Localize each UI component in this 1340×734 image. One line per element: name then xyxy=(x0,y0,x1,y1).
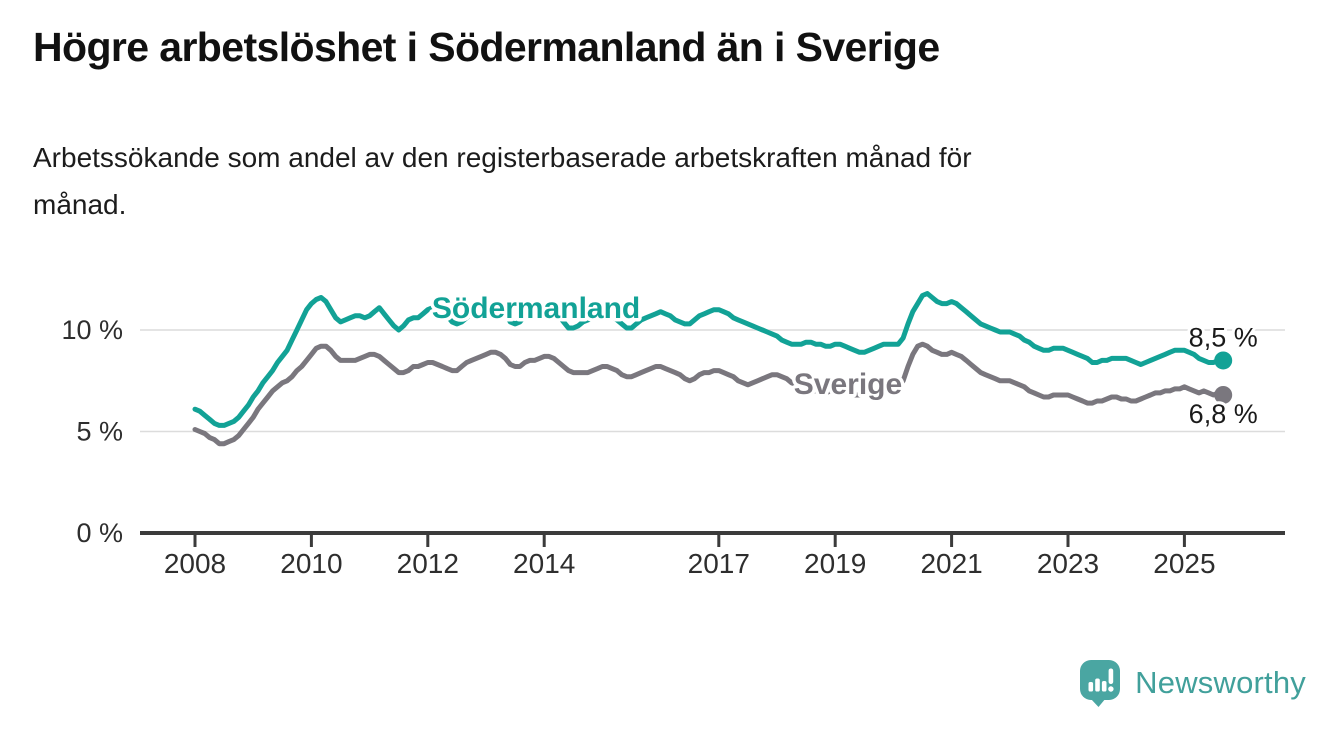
x-tick-label-2023: 2023 xyxy=(1037,548,1099,579)
logo-exclamation-bar xyxy=(1108,668,1114,684)
x-tick-label-2014: 2014 xyxy=(513,548,575,579)
series-line-södermanland xyxy=(192,291,1226,428)
newsworthy-wordmark: Newsworthy xyxy=(1135,665,1306,700)
y-tick-label-0-pct: 0 % xyxy=(76,518,123,548)
series-label-södermanland: Södermanland xyxy=(432,292,640,325)
logo-bubble xyxy=(1080,660,1121,700)
end-value-label-södermanland: 8,5 % xyxy=(1189,322,1258,352)
series-label-sverige: Sverige xyxy=(794,368,902,401)
end-value-label-sverige: 6,8 % xyxy=(1189,399,1258,429)
series-line-sverige xyxy=(192,341,1226,447)
logo-exclamation-dot xyxy=(1108,686,1114,692)
x-tick-label-2017: 2017 xyxy=(688,548,750,579)
x-tick-label-2025: 2025 xyxy=(1153,548,1215,579)
end-dot-sverige xyxy=(1214,385,1233,404)
logo-bar-3 xyxy=(1102,681,1107,692)
x-tick-label-2010: 2010 xyxy=(280,548,342,579)
x-tick-label-2012: 2012 xyxy=(397,548,459,579)
logo-bar-2 xyxy=(1095,678,1100,692)
y-tick-label-5-pct: 5 % xyxy=(76,417,123,447)
chart-subtitle-line1: Arbetssökande som andel av den registerb… xyxy=(33,142,972,173)
logo-bar-1 xyxy=(1088,682,1094,692)
chart-title: Högre arbetslöshet i Södermanland än i S… xyxy=(33,24,940,70)
x-tick-label-2021: 2021 xyxy=(920,548,982,579)
end-dot-södermanland xyxy=(1214,351,1233,370)
y-tick-label-10-pct: 10 % xyxy=(61,315,123,345)
chart-subtitle-line2: månad. xyxy=(33,189,127,220)
newsworthy-logo-icon xyxy=(1080,660,1121,707)
chart-subtitle: Arbetssökande som andel av den registerb… xyxy=(33,134,972,228)
x-tick-label-2019: 2019 xyxy=(804,548,866,579)
logo-bubble-tail xyxy=(1090,698,1107,707)
x-tick-label-2008: 2008 xyxy=(164,548,226,579)
newsworthy-logo: Newsworthy xyxy=(1078,658,1306,708)
